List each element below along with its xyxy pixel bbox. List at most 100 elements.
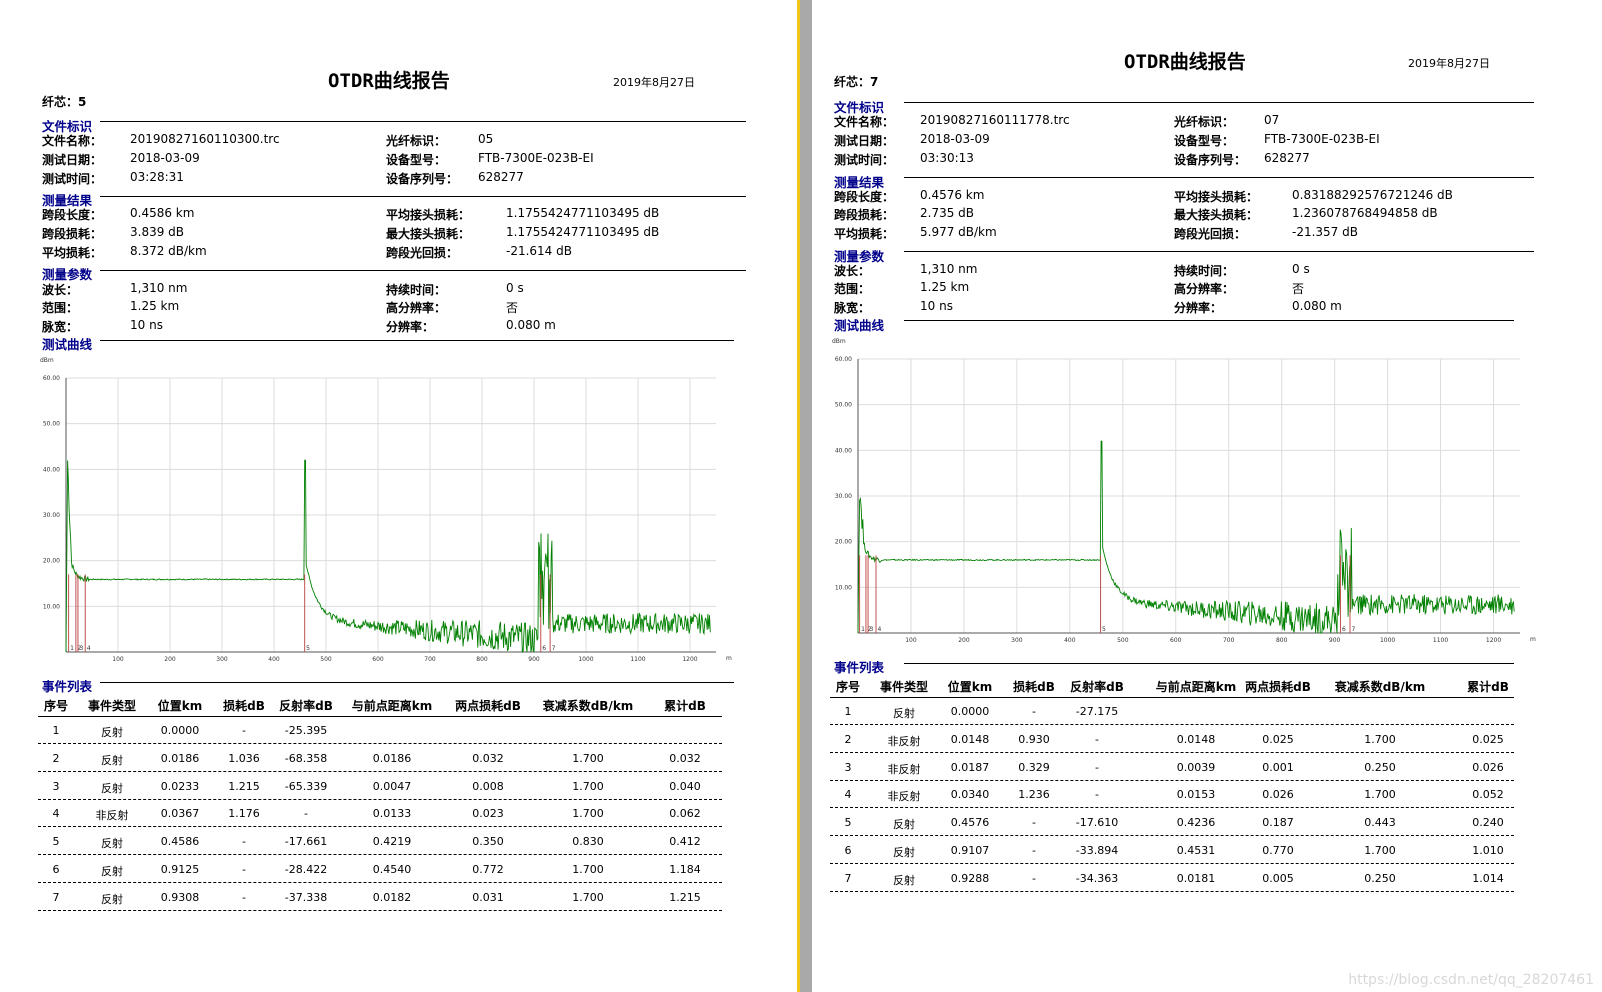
event-marker-label: 3: [870, 626, 874, 633]
event-table-cell: 1.700: [1364, 788, 1396, 802]
event-table-cell: 1.700: [572, 890, 604, 904]
wavelength-value: 1,310 nm: [920, 262, 978, 276]
x-tick-label: 600: [1170, 637, 1182, 644]
event-table-cell: 0.240: [1472, 816, 1504, 830]
report-title: OTDR曲线报告: [328, 70, 450, 92]
x-tick-label: 300: [216, 656, 228, 663]
pulse-width-label: 脉宽：: [834, 301, 871, 315]
section-rule: [100, 682, 734, 683]
device-model-label: 设备型号：: [1174, 134, 1235, 148]
event-table-cell: 0.032: [669, 751, 701, 765]
event-table-cell: 0.008: [472, 779, 504, 793]
event-table-header: 位置km: [157, 699, 203, 713]
y-tick-label: 10.00: [835, 584, 852, 591]
y-tick-label: 60.00: [835, 356, 852, 363]
table-row-rule: [830, 724, 1514, 725]
table-row-rule: [38, 854, 722, 856]
event-marker-label: 2: [867, 626, 871, 633]
section-rule: [904, 177, 1534, 178]
pulse-width-label: 脉宽：: [42, 320, 79, 334]
table-row-rule: [38, 743, 722, 744]
event-table-header: 事件类型: [87, 699, 137, 713]
event-table-cell: 0.023: [472, 807, 504, 821]
event-table-cell: 1: [52, 724, 60, 737]
event-table-cell: 0.0367: [160, 807, 200, 821]
x-tick-label: 1000: [578, 656, 593, 663]
event-table-cell: -28.422: [284, 863, 328, 876]
event-table-cell: -27.175: [1075, 705, 1119, 718]
event-table-cell: -34.363: [1075, 871, 1119, 885]
file-name-value: 20190827160110300.trc: [130, 132, 280, 146]
event-table-cell: 0.0000: [160, 724, 200, 737]
span-orl-label: 跨段光回损：: [1174, 227, 1247, 241]
x-tick-label: 300: [1011, 637, 1023, 644]
event-marker-label: 2: [77, 645, 81, 652]
event-table-cell: -: [1032, 844, 1036, 857]
fiber-id-label: 光纤标识：: [386, 134, 447, 148]
x-tick-label: 900: [528, 656, 540, 663]
event-table-cell: 反射: [101, 753, 123, 767]
event-table-cell: 0.4576: [950, 816, 990, 830]
device-model-value: FTB-7300E-023B-EI: [1264, 132, 1380, 146]
x-tick-label: 1100: [1433, 637, 1448, 644]
event-table-cell: 0.025: [1472, 732, 1504, 746]
event-table-cell: 0.9107: [950, 844, 990, 857]
fiber-id-value: 07: [1264, 113, 1280, 127]
x-tick-label: 500: [320, 656, 332, 663]
x-tick-label: 800: [476, 656, 488, 663]
fiber-id-label: 光纤标识：: [1174, 115, 1235, 129]
section-measure-param: 测量参数: [834, 249, 885, 264]
event-table-cell: -17.661: [284, 835, 328, 849]
event-table-cell: 0.001: [1262, 760, 1294, 774]
x-axis-label: m: [1530, 636, 1536, 643]
range-label: 范围：: [42, 301, 79, 315]
event-table-header: 位置km: [947, 680, 993, 694]
section-measure-param: 测量参数: [42, 267, 93, 282]
event-table-cell: 1.700: [572, 807, 604, 821]
table-rule: [38, 716, 722, 717]
span-length-value: 0.4586 km: [130, 206, 195, 220]
high-resolution-label: 高分辨率：: [1174, 282, 1235, 296]
event-table-cell: 0.0340: [950, 788, 990, 802]
resolution-label: 分辨率：: [1174, 301, 1223, 315]
event-marker-label: 5: [306, 645, 310, 652]
x-tick-label: 1200: [682, 656, 697, 663]
otdr-trace-chart: 10.00 20.00 30.00 40.00 50.00 60.00 100 200 300 4…: [40, 357, 732, 663]
y-axis-label: dBm: [832, 338, 846, 345]
section-event-list: 事件列表: [834, 660, 885, 675]
pulse-width-value: 10 ns: [920, 299, 953, 313]
y-tick-label: 50.00: [43, 421, 60, 428]
avg-splice-loss-label: 平均接头损耗：: [1174, 190, 1259, 204]
event-marker-label: 7: [1351, 626, 1355, 633]
event-table-header: 衰减系数dB/km: [542, 699, 634, 713]
test-date-label: 测试日期：: [42, 153, 103, 167]
test-time-value: 03:30:13: [920, 151, 974, 165]
x-tick-label: 1100: [630, 656, 645, 663]
table-row-rule: [38, 770, 722, 772]
y-tick-label: 50.00: [835, 402, 852, 409]
high-resolution-label: 高分辨率：: [386, 301, 447, 315]
event-table-cell: 反射: [101, 837, 123, 851]
event-table-cell: 1.700: [1364, 844, 1396, 857]
event-table-cell: 反射: [893, 818, 915, 832]
event-table-cell: 1.700: [572, 779, 604, 793]
x-tick-label: 700: [424, 656, 436, 663]
event-table-cell: 非反射: [95, 809, 129, 823]
x-tick-label: 400: [1064, 637, 1076, 644]
table-row-rule: [830, 779, 1514, 781]
event-table-cell: 0.0039: [1176, 760, 1216, 774]
table-row-rule: [830, 863, 1514, 864]
event-table-cell: 0.0182: [372, 890, 412, 904]
max-splice-loss-label: 最大接头损耗：: [386, 227, 471, 241]
test-date-value: 2018-03-09: [130, 151, 200, 165]
device-serial-value: 628277: [478, 170, 524, 184]
section-event-list: 事件列表: [42, 679, 93, 694]
event-table-cell: -68.358: [284, 751, 328, 765]
event-table-cell: 0.0148: [950, 732, 990, 746]
y-axis-label: dBm: [40, 357, 54, 364]
event-table-cell: 0.350: [472, 835, 504, 849]
test-time-label: 测试时间：: [834, 153, 895, 167]
event-table-header: 反射率dB: [279, 699, 333, 713]
event-marker-label: 6: [1342, 626, 1346, 633]
span-length-label: 跨段长度：: [834, 190, 895, 204]
